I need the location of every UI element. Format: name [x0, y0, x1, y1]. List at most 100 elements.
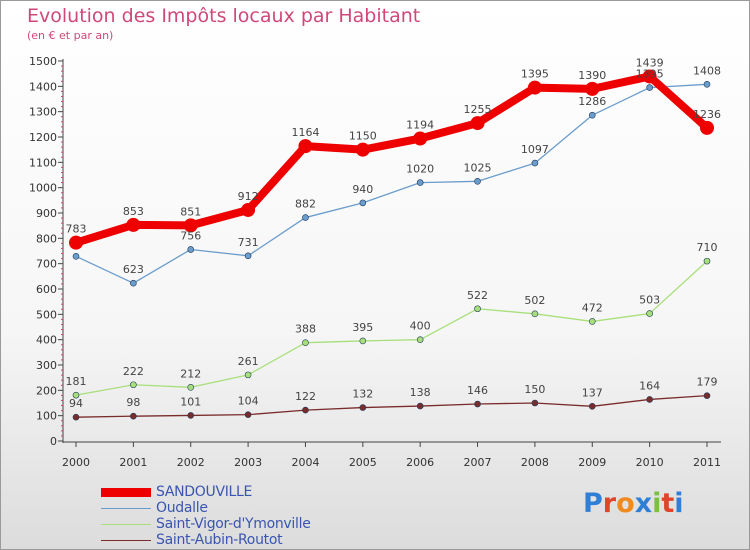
data-label: 783	[66, 223, 87, 236]
x-tick-label: 2007	[464, 456, 492, 469]
logo-letter: o	[616, 488, 635, 519]
data-point	[585, 81, 600, 96]
data-point	[72, 413, 80, 421]
y-tick-label: 200	[36, 384, 57, 397]
data-point	[531, 159, 539, 167]
chart-subtitle: (en € et par an)	[27, 29, 114, 42]
y-tick-label: 1300	[29, 106, 57, 119]
legend-label-saint-aubin: Saint-Aubin-Routot	[156, 532, 283, 548]
data-point	[302, 214, 309, 221]
data-label: 502	[524, 294, 545, 307]
series-line	[75, 83, 708, 284]
data-point	[646, 310, 653, 317]
data-point	[474, 305, 481, 313]
data-point	[416, 179, 424, 186]
proxiti-logo: Proxiti	[583, 488, 684, 519]
logo-letter: r	[602, 488, 617, 519]
data-label: 882	[295, 198, 316, 211]
data-point	[531, 399, 539, 407]
y-tick-label: 0	[50, 435, 57, 448]
legend-label-oudalle: Oudalle	[156, 500, 208, 516]
data-point	[527, 80, 542, 95]
data-point	[72, 253, 80, 260]
y-tick-label: 900	[36, 207, 57, 220]
data-label: 101	[180, 395, 201, 408]
data-point	[588, 402, 596, 410]
y-tick-label: 1000	[29, 182, 57, 195]
data-point	[183, 218, 198, 233]
data-point	[130, 381, 137, 389]
x-tick-label: 2011	[693, 456, 721, 469]
data-point	[588, 111, 596, 119]
chart-title: Evolution des Impôts locaux par Habitant	[27, 5, 421, 27]
y-tick-label: 1200	[29, 131, 57, 144]
x-tick-label: 2000	[62, 456, 90, 469]
y-tick-label: 1100	[29, 156, 57, 169]
data-point	[703, 392, 711, 399]
x-tick-label: 2006	[406, 456, 434, 469]
data-label: 261	[238, 355, 259, 368]
series-line	[72, 72, 711, 247]
data-point	[413, 131, 428, 146]
data-point	[474, 178, 481, 185]
x-tick-label: 2008	[521, 456, 549, 469]
data-point	[359, 404, 367, 411]
data-point	[187, 412, 195, 419]
data-label: 1286	[578, 95, 606, 108]
data-point	[359, 337, 367, 345]
data-point	[302, 339, 309, 347]
data-point	[69, 235, 83, 250]
data-label: 395	[352, 321, 373, 334]
y-tick-label: 600	[36, 283, 57, 296]
data-point	[244, 411, 252, 418]
data-label: 388	[295, 323, 316, 336]
data-label: 503	[639, 294, 660, 307]
data-label: 1097	[521, 143, 549, 156]
x-tick-label: 2010	[636, 456, 664, 469]
data-label: 212	[180, 367, 201, 380]
legend-swatch-saint-aubin	[101, 540, 151, 541]
data-point	[416, 402, 424, 410]
data-point	[474, 400, 481, 408]
data-point	[531, 310, 539, 318]
data-label: 853	[123, 205, 144, 218]
x-tick-label: 2004	[291, 456, 319, 469]
data-label: 400	[410, 320, 431, 333]
logo-letter: t	[661, 488, 675, 519]
logo-letter: P	[583, 488, 603, 519]
data-label: 222	[123, 365, 144, 378]
data-point	[130, 412, 137, 420]
data-point	[588, 318, 596, 325]
data-label: 940	[352, 183, 373, 196]
data-point	[298, 139, 313, 154]
data-label: 179	[697, 376, 718, 389]
legend-swatch-sandouville	[101, 488, 151, 497]
y-tick-label: 1400	[29, 80, 57, 93]
logo-letter: i	[652, 488, 662, 519]
data-point	[244, 252, 252, 260]
y-tick-label: 500	[36, 308, 57, 321]
data-label: 98	[126, 396, 140, 409]
data-label: 1194	[406, 119, 434, 132]
data-point	[126, 217, 141, 232]
legend-swatch-saint-vigor	[101, 524, 151, 525]
data-label: 138	[410, 386, 431, 399]
data-label: 1255	[464, 103, 492, 116]
data-label: 104	[238, 395, 259, 408]
data-point	[72, 391, 80, 399]
data-label: 1020	[406, 163, 434, 176]
data-point	[359, 199, 367, 207]
data-label: 94	[69, 397, 83, 410]
data-label: 1150	[349, 130, 377, 143]
data-label: 132	[352, 388, 373, 401]
y-tick-label: 300	[36, 359, 57, 372]
y-tick-label: 100	[36, 410, 57, 423]
data-point	[355, 142, 370, 157]
data-label: 522	[467, 289, 488, 302]
data-label: 146	[467, 384, 488, 397]
series-line	[75, 395, 708, 418]
series-line	[75, 260, 708, 396]
data-point	[302, 406, 309, 414]
line-chart: 0 100 200 300 400 500 600 700 800 900 1000 1100 1200…	[29, 55, 721, 469]
